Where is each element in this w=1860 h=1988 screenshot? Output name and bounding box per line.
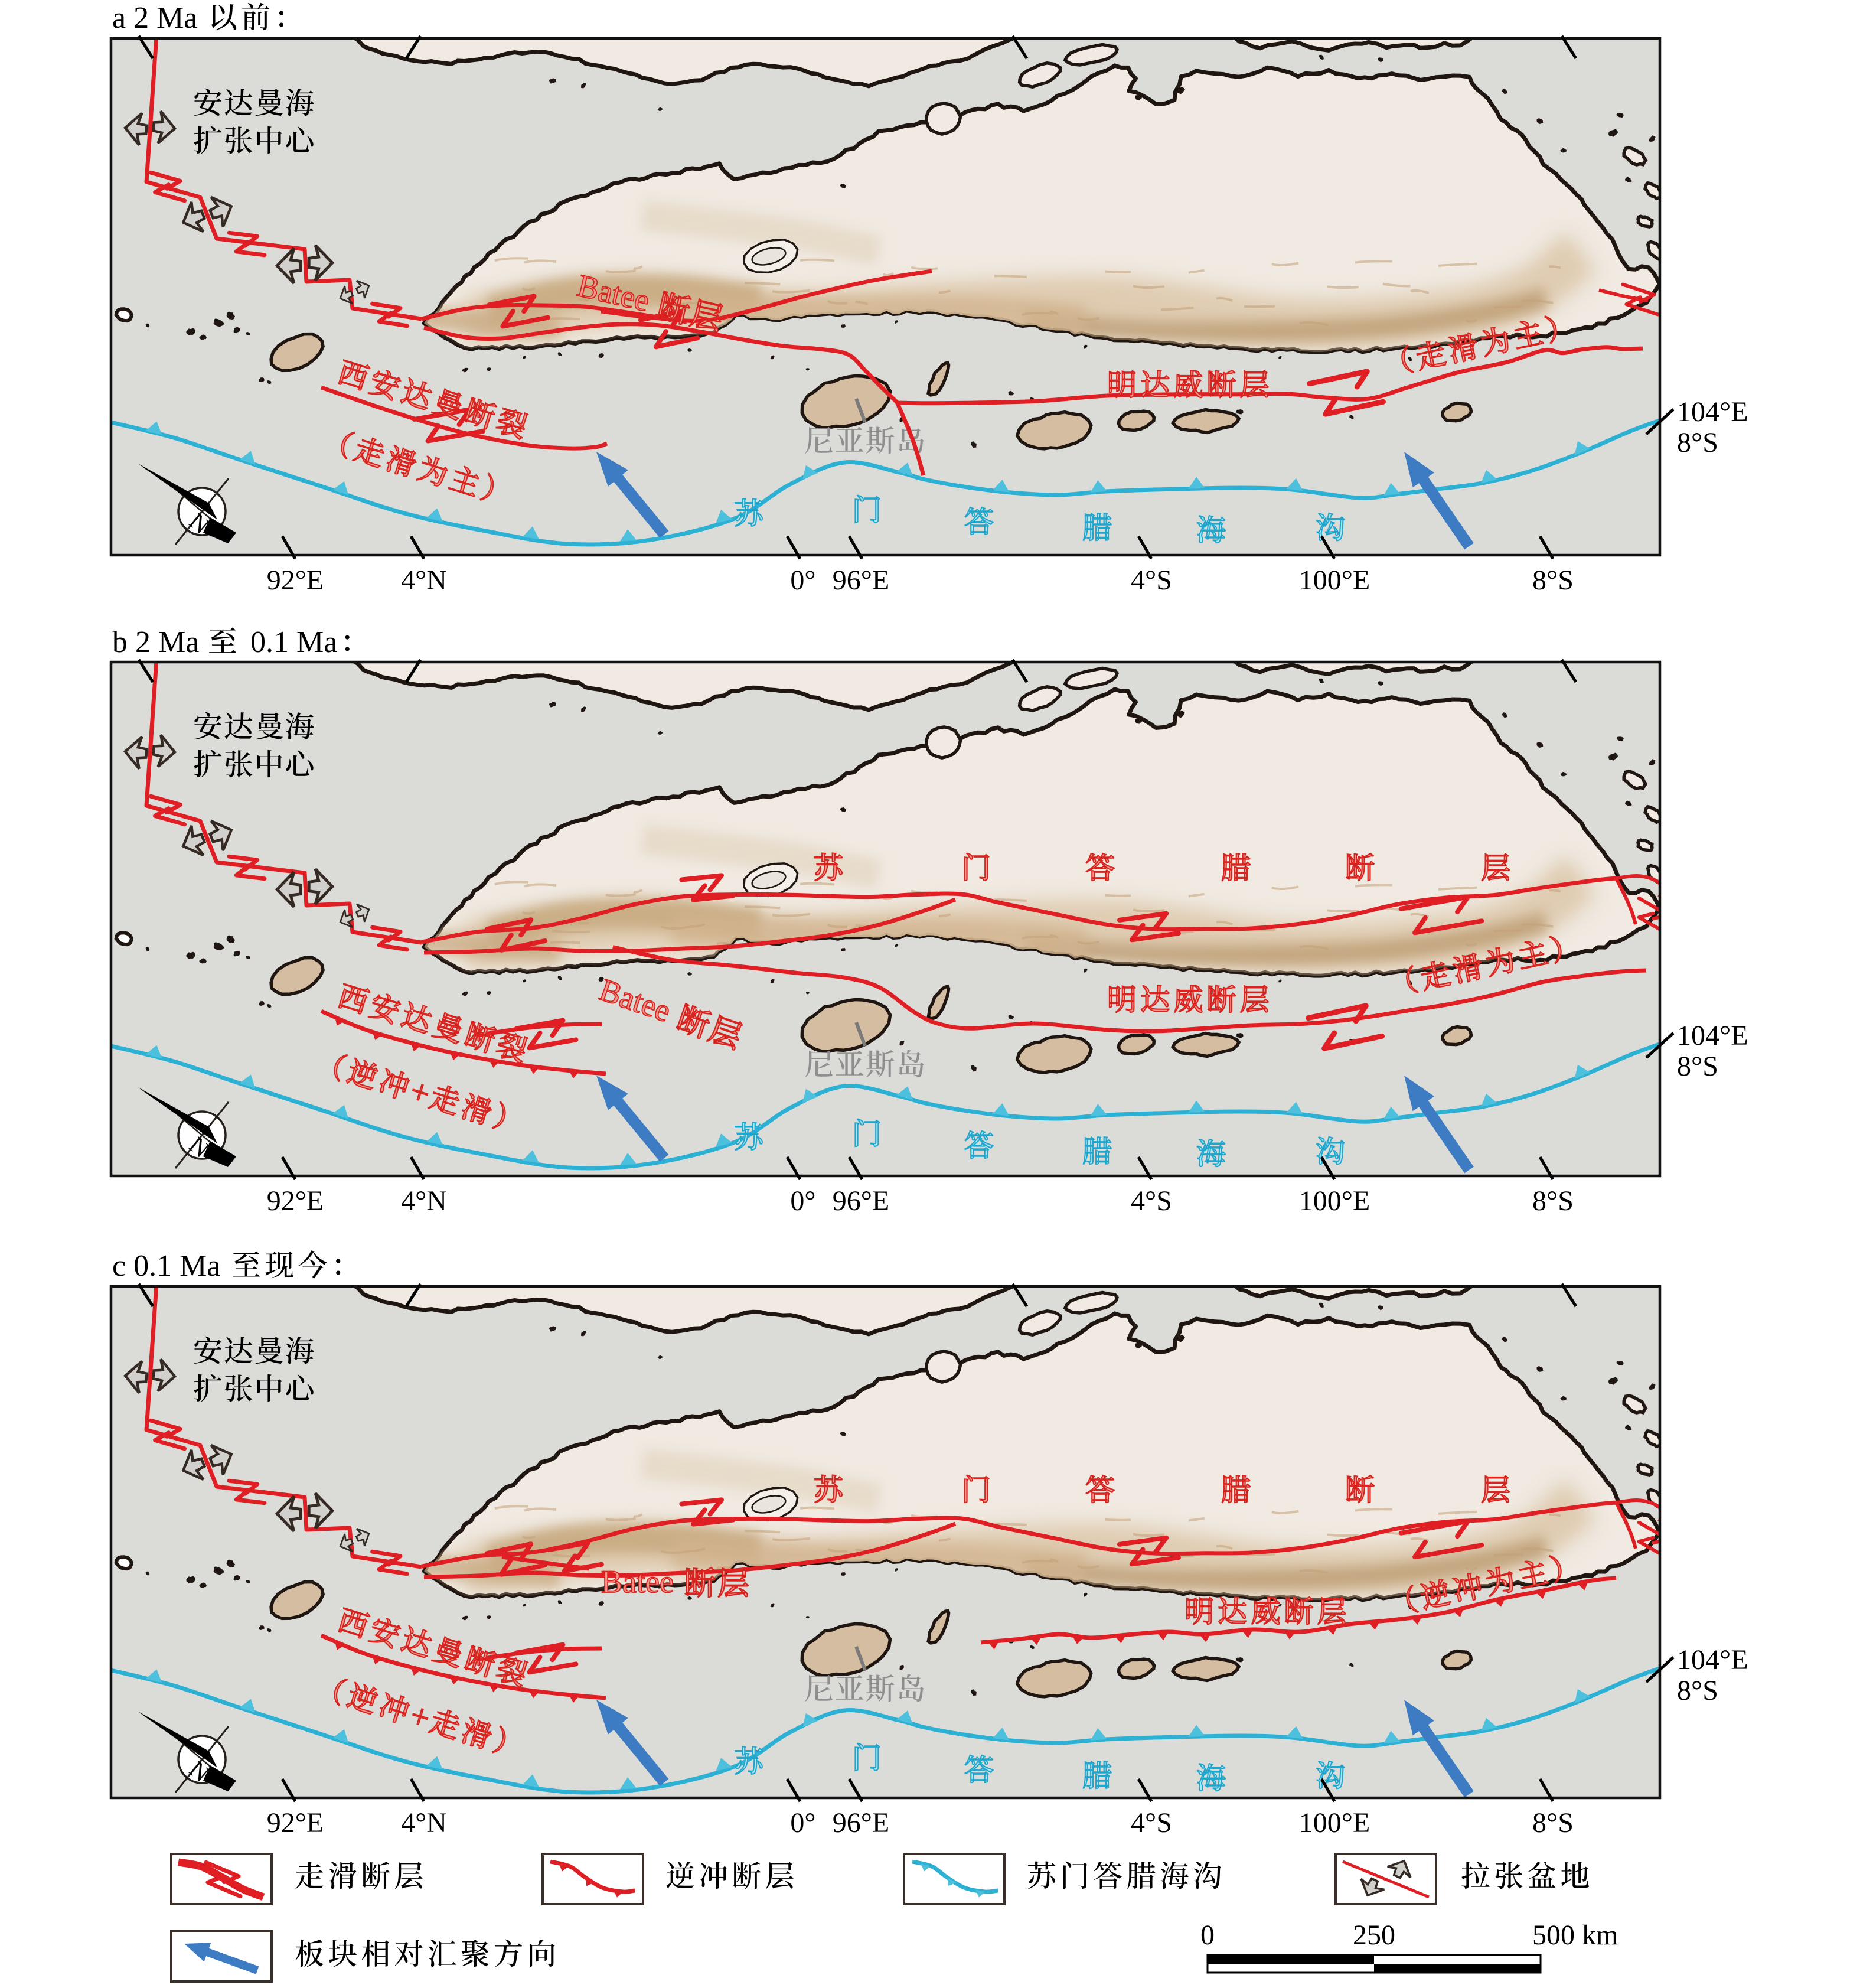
- svg-text:100°E: 100°E: [1299, 1185, 1370, 1217]
- svg-text:0°: 0°: [790, 1807, 815, 1839]
- svg-text:0°: 0°: [790, 565, 815, 596]
- svg-text:8°S: 8°S: [1532, 565, 1574, 596]
- svg-text:8°S: 8°S: [1677, 427, 1718, 458]
- svg-text:100°E: 100°E: [1299, 565, 1370, 596]
- svg-text:0.1 Ma: 0.1 Ma: [250, 625, 337, 659]
- svg-text:92°E: 92°E: [267, 565, 324, 596]
- svg-text:0°: 0°: [790, 1185, 815, 1217]
- svg-text:8°S: 8°S: [1532, 1807, 1574, 1839]
- svg-text:104°E: 104°E: [1677, 396, 1748, 428]
- svg-text:a 2 Ma: a 2 Ma: [112, 1, 197, 35]
- svg-text:8°S: 8°S: [1677, 1675, 1718, 1706]
- svg-text:b 2 Ma: b 2 Ma: [112, 625, 199, 659]
- svg-text:96°E: 96°E: [833, 1185, 890, 1217]
- svg-text:96°E: 96°E: [833, 1807, 890, 1839]
- svg-text:250: 250: [1353, 1919, 1395, 1951]
- svg-text:0: 0: [1200, 1919, 1215, 1951]
- svg-text:96°E: 96°E: [833, 565, 890, 596]
- svg-text:500 km: 500 km: [1532, 1919, 1618, 1951]
- svg-text:4°S: 4°S: [1131, 565, 1172, 596]
- svg-text:8°S: 8°S: [1677, 1051, 1718, 1082]
- svg-text:Batee: Batee: [601, 1564, 674, 1599]
- svg-text:4°S: 4°S: [1131, 1807, 1172, 1839]
- svg-text:104°E: 104°E: [1677, 1020, 1748, 1051]
- svg-text:4°N: 4°N: [401, 1185, 447, 1217]
- svg-text:c 0.1 Ma: c 0.1 Ma: [112, 1249, 220, 1283]
- svg-text:4°S: 4°S: [1131, 1185, 1172, 1217]
- svg-text:4°N: 4°N: [401, 565, 447, 596]
- svg-text:8°S: 8°S: [1532, 1185, 1574, 1217]
- svg-text:92°E: 92°E: [267, 1807, 324, 1839]
- svg-text:92°E: 92°E: [267, 1185, 324, 1217]
- svg-text:100°E: 100°E: [1299, 1807, 1370, 1839]
- svg-text:104°E: 104°E: [1677, 1644, 1748, 1676]
- svg-text:4°N: 4°N: [401, 1807, 447, 1839]
